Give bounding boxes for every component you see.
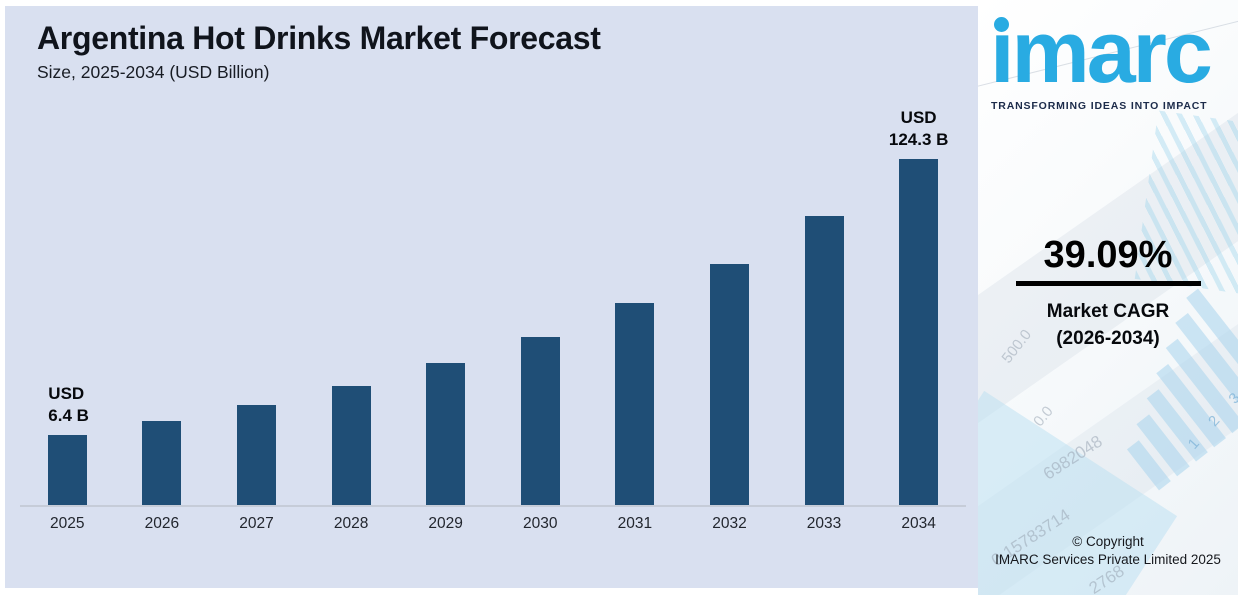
x-tick-2034: 2034 [901,515,936,532]
brand-tagline: TRANSFORMING IDEAS INTO IMPACT [991,100,1208,112]
x-tick-2026: 2026 [144,515,180,532]
bar-slot-2029 [398,6,493,505]
logo-wordmark: ımarc [990,2,1213,101]
bar-slot-2032 [682,6,777,505]
bar-2032 [709,264,749,505]
bar-value-label-2025: USD 6.4 B [48,384,89,425]
chart-title: Argentina Hot Drinks Market Forecast [37,20,601,56]
watermark-number: 1 2 3 4 [1184,360,1238,453]
x-tick-2032: 2032 [712,515,747,532]
bar-slot-2026 [115,6,210,505]
watermark-mini-bar [1165,338,1238,434]
bar-slot-2027 [209,6,304,505]
chart-panel: Argentina Hot Drinks Market Forecast Siz… [5,6,978,588]
brand-panel: 500.0 0.0 1 2 3 4 6982048 0.15783714 276… [978,0,1238,595]
bar-2028 [331,386,371,505]
bar-value-label-2034: USD 124.3 B [888,108,949,149]
copyright-line2: IMARC Services Private Limited 2025 [995,552,1221,567]
x-tick-2028: 2028 [333,515,369,532]
watermark-mini-bar [1156,363,1227,448]
copyright-line1: © Copyright [1072,534,1144,549]
watermark-mini-bar [1146,389,1208,462]
x-tick-2025: 2025 [50,515,85,532]
logo-i-dot-icon [994,17,1009,32]
bar-slot-2030 [493,6,588,505]
bar-2031 [615,303,655,505]
cagr-value: 39.09% [1043,234,1173,276]
x-tick-2027: 2027 [239,515,274,532]
watermark-mini-bar [1126,440,1172,491]
bar-slot-2034: USD 124.3 B [871,6,966,505]
plot-area: USD 6.4 B USD 124.3 B [20,6,966,505]
watermark-mini-bar [1136,414,1190,477]
bar-slot-2033 [777,6,872,505]
bar-slot-2025: USD 6.4 B [20,6,115,505]
bar-2034 [899,159,939,505]
cagr-period: (2026-2034) [1056,328,1160,349]
cagr-underline [1016,281,1201,286]
bar-slot-2031 [588,6,683,505]
x-axis-line [20,505,966,507]
bar-2029 [426,363,466,505]
x-tick-2033: 2033 [806,515,842,532]
watermark-number: 6982048 [1039,431,1106,484]
chart-subtitle: Size, 2025-2034 (USD Billion) [37,62,270,82]
bar-2030 [520,337,560,505]
cagr-label: Market CAGR [1046,301,1170,322]
bar-2027 [236,405,276,505]
bar-2025 [47,435,87,505]
bar-2026 [142,421,182,505]
bar-2033 [804,216,844,505]
x-tick-2029: 2029 [428,515,463,532]
watermark-number: 0.0 [1030,403,1057,430]
copyright-notice: © Copyright IMARC Services Private Limit… [978,534,1238,567]
bar-slot-2028 [304,6,399,505]
x-axis-labels: 2025 2026 2027 2028 2029 2030 2031 2032 2033 2034 [20,515,966,533]
x-tick-2030: 2030 [523,515,558,532]
x-tick-2031: 2031 [617,515,653,532]
